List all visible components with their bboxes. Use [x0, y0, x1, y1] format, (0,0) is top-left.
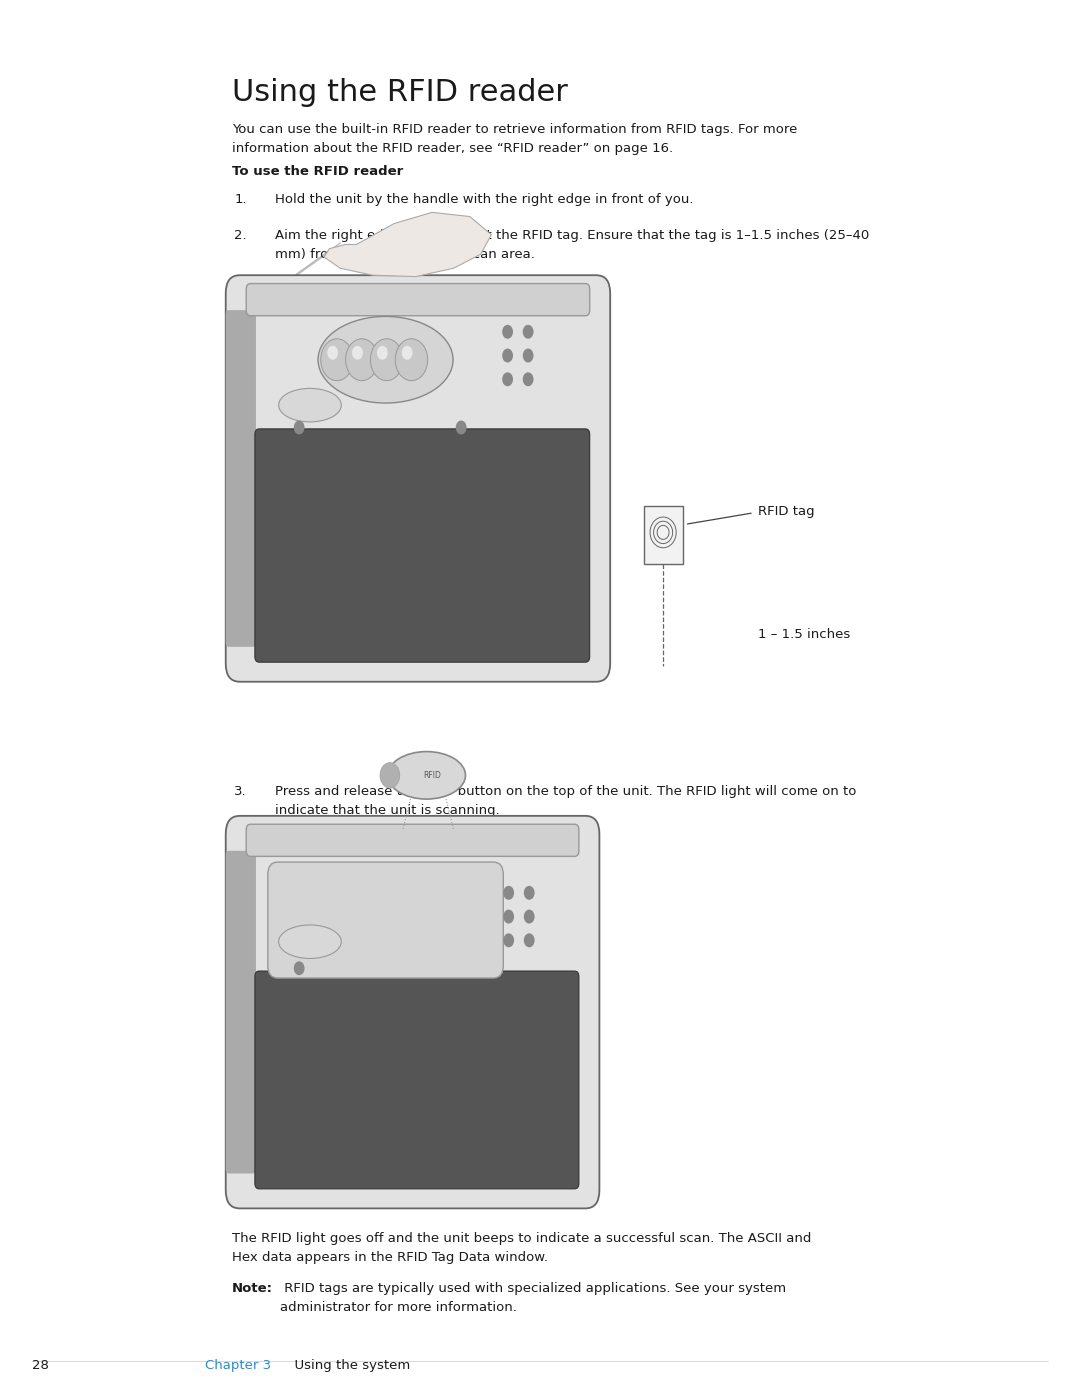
Text: RFID: RFID — [423, 771, 441, 780]
Text: 3.: 3. — [234, 785, 247, 798]
Circle shape — [377, 345, 388, 359]
Circle shape — [524, 909, 535, 923]
Text: To use the RFID reader: To use the RFID reader — [232, 165, 404, 177]
FancyBboxPatch shape — [246, 824, 579, 856]
Text: The RFID light goes off and the unit beeps to indicate a successful scan. The AS: The RFID light goes off and the unit bee… — [232, 1232, 811, 1264]
FancyBboxPatch shape — [246, 284, 590, 316]
FancyBboxPatch shape — [226, 816, 599, 1208]
FancyBboxPatch shape — [226, 310, 256, 647]
Ellipse shape — [319, 317, 454, 402]
Text: RFID tag: RFID tag — [758, 504, 814, 518]
Ellipse shape — [279, 925, 341, 958]
Text: 1 – 1.5 inches: 1 – 1.5 inches — [758, 627, 850, 641]
Circle shape — [402, 345, 413, 359]
FancyBboxPatch shape — [255, 971, 579, 1189]
Text: 2.: 2. — [234, 229, 247, 242]
Circle shape — [523, 373, 534, 386]
Text: You can use the built-in RFID reader to retrieve information from RFID tags. For: You can use the built-in RFID reader to … — [232, 123, 797, 155]
FancyBboxPatch shape — [226, 851, 256, 1173]
Circle shape — [456, 420, 467, 434]
Circle shape — [346, 339, 378, 381]
Circle shape — [524, 933, 535, 947]
Text: Press and release the RFID button on the top of the unit. The RFID light will co: Press and release the RFID button on the… — [275, 785, 856, 817]
Text: Chapter 3: Chapter 3 — [205, 1359, 271, 1372]
Text: 28: 28 — [32, 1359, 50, 1372]
Text: Aim the right edge of the unit at the RFID tag. Ensure that the tag is 1–1.5 inc: Aim the right edge of the unit at the RF… — [275, 229, 869, 261]
Circle shape — [352, 345, 363, 359]
FancyBboxPatch shape — [255, 429, 590, 662]
Circle shape — [294, 420, 305, 434]
Ellipse shape — [279, 388, 341, 422]
FancyBboxPatch shape — [644, 506, 683, 564]
Circle shape — [380, 763, 400, 788]
Polygon shape — [324, 212, 491, 277]
Text: Using the system: Using the system — [286, 1359, 410, 1372]
Circle shape — [321, 339, 353, 381]
Text: Note:: Note: — [232, 1282, 273, 1295]
FancyBboxPatch shape — [226, 275, 610, 682]
Circle shape — [502, 326, 513, 338]
Circle shape — [370, 339, 403, 381]
Circle shape — [523, 349, 534, 362]
Circle shape — [503, 933, 514, 947]
Text: 1.: 1. — [234, 193, 247, 205]
Circle shape — [503, 886, 514, 900]
Circle shape — [502, 373, 513, 386]
Circle shape — [395, 339, 428, 381]
Circle shape — [294, 961, 305, 975]
Circle shape — [502, 349, 513, 362]
Circle shape — [524, 886, 535, 900]
Text: RFID tags are typically used with specialized applications. See your system
admi: RFID tags are typically used with specia… — [280, 1282, 786, 1315]
Ellipse shape — [388, 752, 465, 799]
Text: Hold the unit by the handle with the right edge in front of you.: Hold the unit by the handle with the rig… — [275, 193, 693, 205]
Text: Using the RFID reader: Using the RFID reader — [232, 78, 568, 108]
Circle shape — [503, 909, 514, 923]
Circle shape — [327, 345, 338, 359]
Circle shape — [523, 326, 534, 338]
FancyBboxPatch shape — [268, 862, 503, 978]
